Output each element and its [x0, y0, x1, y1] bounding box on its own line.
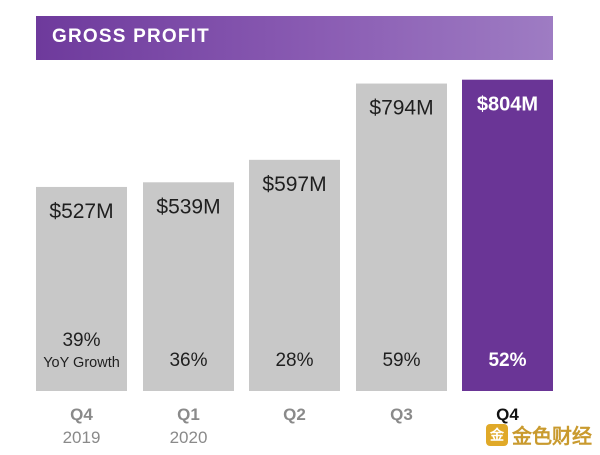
- bar-1: [36, 186, 127, 391]
- value-label-1: $527M: [49, 200, 113, 223]
- chart-title: GROSS PROFIT: [52, 26, 210, 47]
- bar-4: [356, 83, 447, 391]
- value-label-2: $539M: [156, 195, 220, 218]
- watermark-text: 金色财经: [512, 426, 592, 448]
- value-label-4: $794M: [369, 97, 433, 120]
- watermark-logo-icon: 金: [486, 423, 508, 446]
- growth-sub-label: YoY Growth: [43, 355, 120, 371]
- x-tick-quarter-2: Q1: [177, 405, 200, 424]
- x-tick-year-2: 2020: [170, 428, 208, 447]
- growth-label-2: 36%: [169, 350, 207, 371]
- bar-2: [143, 182, 234, 391]
- growth-label-1: 39%: [62, 330, 100, 351]
- growth-label-4: 59%: [382, 350, 420, 371]
- bar-3: [249, 159, 340, 391]
- x-tick-quarter-1: Q4: [70, 405, 93, 424]
- bar-5: [462, 79, 553, 392]
- x-tick-year-1: 2019: [63, 428, 101, 447]
- title-banner: GROSS PROFIT: [36, 16, 553, 60]
- x-tick-quarter-4: Q3: [390, 405, 413, 424]
- watermark: 金 金色财经: [486, 420, 592, 449]
- x-tick-quarter-5: Q4: [496, 405, 519, 424]
- x-tick-quarter-3: Q2: [283, 405, 306, 424]
- value-label-5: $804M: [477, 94, 538, 116]
- value-label-3: $597M: [262, 173, 326, 196]
- growth-label-5: 52%: [488, 350, 526, 371]
- growth-label-3: 28%: [275, 350, 313, 371]
